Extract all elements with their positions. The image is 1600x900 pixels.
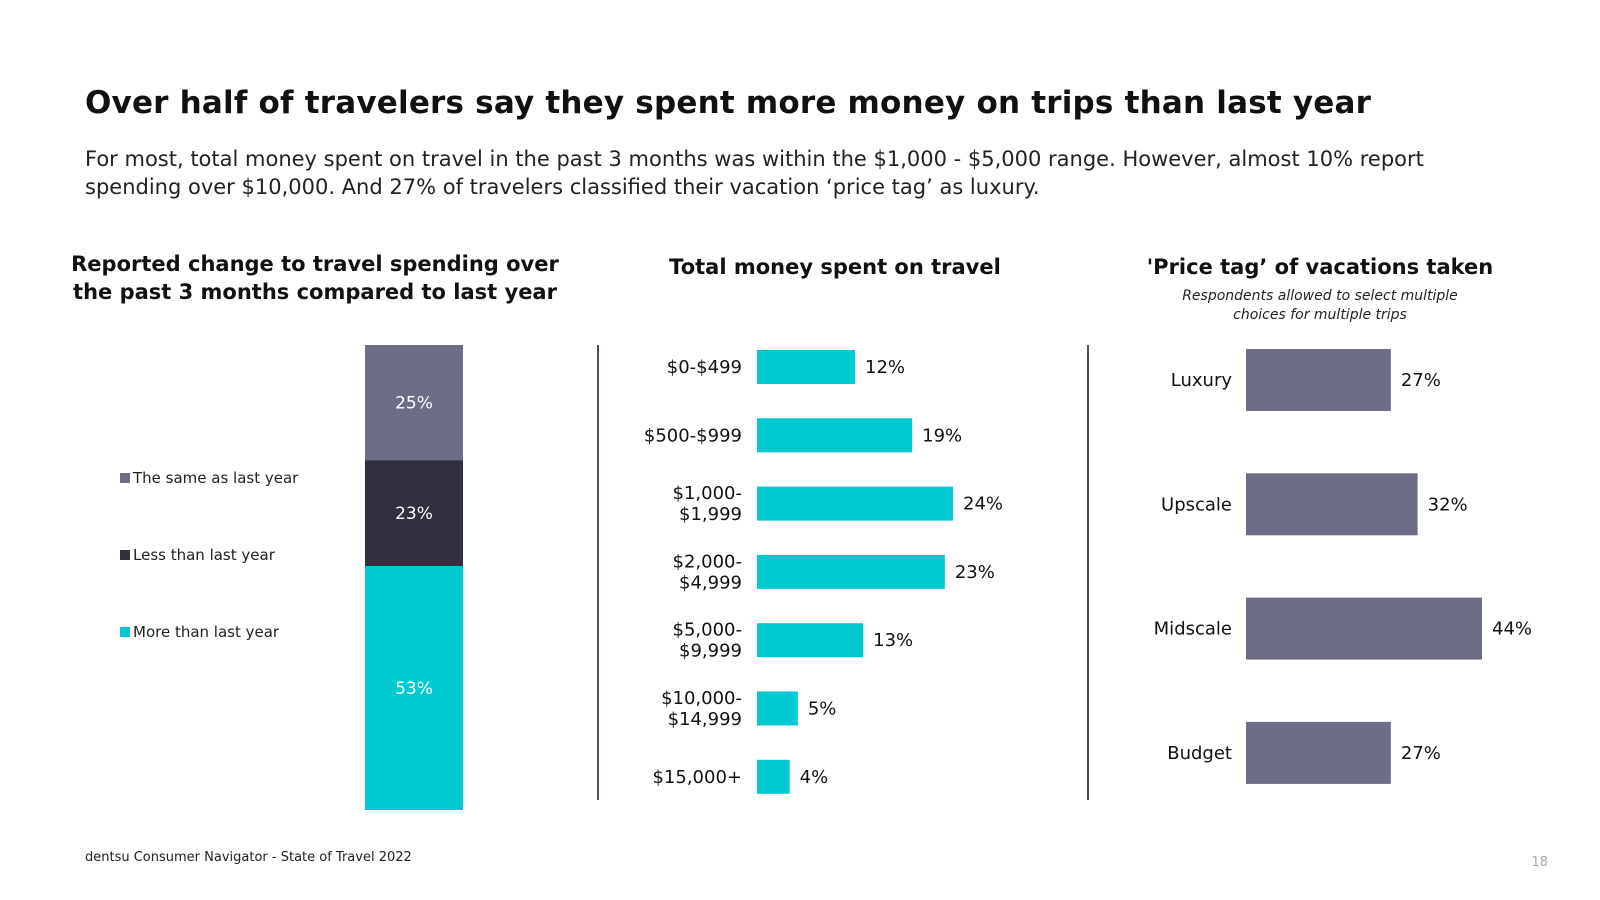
bar-luxury: [1246, 349, 1391, 411]
category-label-midscale: Midscale: [1154, 619, 1232, 640]
money-spent-chart: 12% $0-$499 19% $500-$999 24% $1,000-$1,999 23…: [644, 350, 1003, 794]
category-label-2-000-4-999: $2,000-$4,999: [673, 551, 742, 593]
spending-change-legend: The same as last year Less than last year…: [120, 469, 299, 641]
category-label-upscale: Upscale: [1161, 494, 1232, 515]
price-tag-chart-title: 'Price tag’ of vacations taken: [1146, 255, 1494, 279]
spending-change-chart: The same as last year Less than last year…: [120, 345, 463, 810]
legend-label-the-same-as-last-year: The same as last year: [132, 469, 299, 487]
spending-change-chart-title: Reported change to travel spending over …: [71, 252, 559, 304]
bar-value-10-000-14-999: 5%: [808, 699, 837, 720]
bar-midscale: [1246, 597, 1482, 660]
stack-segment-the-same-as-last-year: [365, 345, 463, 461]
category-label-5-000-9-999: $5,000-$9,999: [673, 620, 742, 662]
bar-0-499: [757, 350, 855, 384]
stack-label-the-same-as-last-year: 25%: [395, 394, 433, 414]
stack-label-less-than-last-year: 23%: [395, 504, 433, 524]
legend-label-more-than-last-year: More than last year: [133, 623, 280, 641]
stack-segment-less-than-last-year: [365, 460, 463, 566]
bar-value-15-000: 4%: [800, 767, 829, 788]
category-label-budget: Budget: [1167, 743, 1232, 764]
bar-5-000-9-999: [757, 623, 864, 658]
legend-swatch-less-than-last-year: [120, 550, 130, 560]
category-label-1-000-1-999: $1,000-$1,999: [673, 483, 742, 525]
price-tag-chart: 27% Luxury 32% Upscale 44% Midscale 27% Budget: [1154, 349, 1532, 784]
bar-upscale: [1246, 473, 1418, 536]
price-tag-chart-note: Respondents allowed to select multiple c…: [1182, 288, 1458, 323]
legend-swatch-more-than-last-year: [120, 627, 130, 637]
legend-label-less-than-last-year: Less than last year: [133, 546, 276, 564]
bar-value-1-000-1-999: 24%: [963, 494, 1003, 515]
page-number: 18: [1531, 855, 1548, 870]
category-label-luxury: Luxury: [1171, 370, 1233, 391]
bar-15-000: [757, 759, 790, 794]
bar-1-000-1-999: [757, 486, 953, 521]
bar-value-budget: 27%: [1401, 743, 1441, 764]
bar-value-500-999: 19%: [922, 425, 962, 446]
legend-swatch-the-same-as-last-year: [120, 473, 130, 483]
stack-label-more-than-last-year: 53%: [395, 679, 433, 699]
bar-value-midscale: 44%: [1492, 619, 1532, 640]
bar-500-999: [757, 418, 913, 453]
bar-value-upscale: 32%: [1428, 494, 1468, 515]
bar-10-000-14-999: [757, 691, 798, 726]
category-label-500-999: $500-$999: [644, 425, 742, 446]
bar-value-2-000-4-999: 23%: [955, 562, 995, 583]
slide-title: Over half of travelers say they spent mo…: [85, 85, 1372, 121]
money-spent-chart-title: Total money spent on travel: [669, 255, 1001, 279]
stack-segment-more-than-last-year: [365, 565, 463, 810]
spending-change-stacked-bar: 53% 23% 25%: [365, 345, 463, 810]
bar-budget: [1246, 721, 1391, 784]
category-label-15-000: $15,000+: [652, 767, 742, 788]
slide-subtitle: For most, total money spent on travel in…: [85, 147, 1424, 199]
category-label-10-000-14-999: $10,000-$14,999: [661, 688, 742, 730]
category-label-0-499: $0-$499: [667, 357, 742, 378]
footer-source: dentsu Consumer Navigator - State of Tra…: [85, 850, 412, 865]
bar-value-0-499: 12%: [865, 357, 905, 378]
bar-2-000-4-999: [757, 554, 945, 589]
bar-value-luxury: 27%: [1401, 370, 1441, 391]
bar-value-5-000-9-999: 13%: [873, 630, 913, 651]
